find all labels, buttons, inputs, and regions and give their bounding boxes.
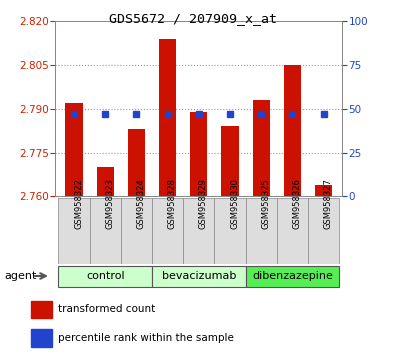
Text: transformed count: transformed count xyxy=(58,304,155,314)
FancyBboxPatch shape xyxy=(58,198,90,264)
Bar xyxy=(314,185,331,196)
FancyBboxPatch shape xyxy=(307,198,338,264)
Bar xyxy=(31,329,52,347)
FancyBboxPatch shape xyxy=(276,198,307,264)
Text: GSM958325: GSM958325 xyxy=(261,178,270,229)
Text: GSM958329: GSM958329 xyxy=(198,178,207,229)
Text: GSM958324: GSM958324 xyxy=(136,178,145,229)
Bar xyxy=(65,103,83,196)
Text: bevacizumab: bevacizumab xyxy=(161,271,236,281)
Text: GDS5672 / 207909_x_at: GDS5672 / 207909_x_at xyxy=(108,12,276,25)
FancyBboxPatch shape xyxy=(58,266,152,287)
Text: GSM958322: GSM958322 xyxy=(74,178,83,229)
Text: control: control xyxy=(86,271,124,281)
Bar xyxy=(283,65,300,196)
Bar xyxy=(190,112,207,196)
Text: GSM958330: GSM958330 xyxy=(229,178,238,229)
FancyBboxPatch shape xyxy=(245,198,276,264)
FancyBboxPatch shape xyxy=(121,198,152,264)
Bar xyxy=(97,167,114,196)
FancyBboxPatch shape xyxy=(90,198,121,264)
Bar xyxy=(159,39,176,196)
Bar xyxy=(252,100,269,196)
Text: GSM958323: GSM958323 xyxy=(105,178,114,229)
Text: GSM958328: GSM958328 xyxy=(167,178,176,229)
Bar xyxy=(31,301,52,318)
Bar xyxy=(128,129,145,196)
FancyBboxPatch shape xyxy=(183,198,214,264)
Text: percentile rank within the sample: percentile rank within the sample xyxy=(58,333,233,343)
Bar xyxy=(221,126,238,196)
Text: GSM958326: GSM958326 xyxy=(292,178,301,229)
Text: dibenzazepine: dibenzazepine xyxy=(252,271,332,281)
FancyBboxPatch shape xyxy=(214,198,245,264)
FancyBboxPatch shape xyxy=(152,198,183,264)
FancyBboxPatch shape xyxy=(152,266,245,287)
Text: GSM958327: GSM958327 xyxy=(323,178,332,229)
Text: agent: agent xyxy=(4,271,37,281)
FancyBboxPatch shape xyxy=(245,266,338,287)
